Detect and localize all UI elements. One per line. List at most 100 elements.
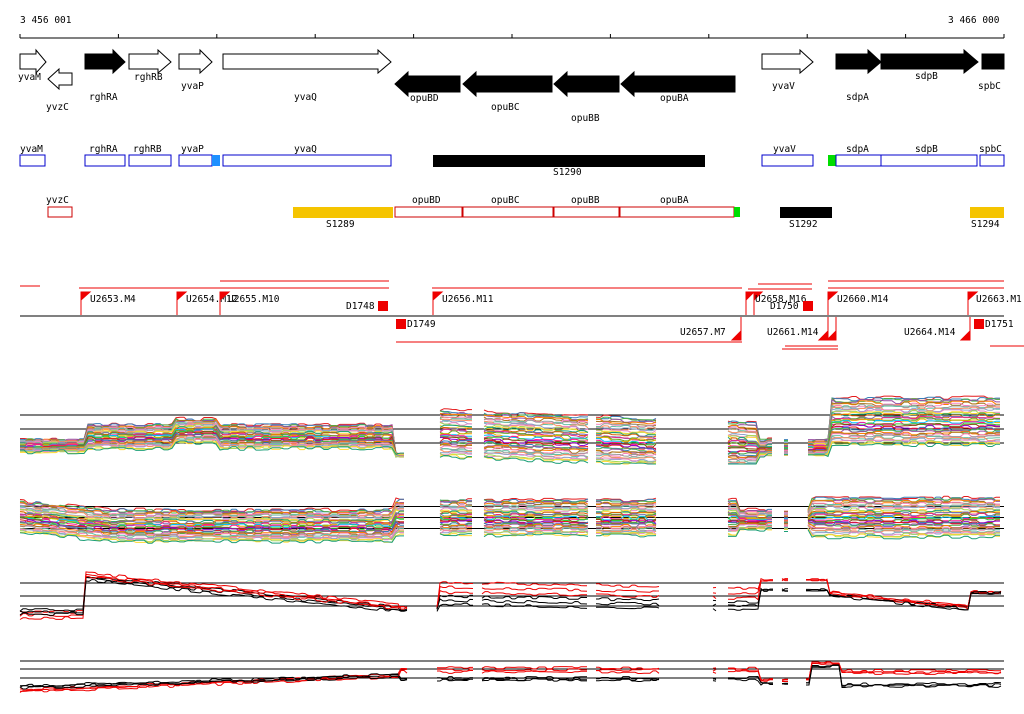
ruler-ticks [19,34,1005,38]
coordinate-ruler: 3 456 001 3 466 000 [19,15,1005,39]
feature-U2660-M14[interactable]: U2660.M14 [827,291,889,315]
gene-arrow-yvaV[interactable]: yvaV [761,48,814,92]
segment-label: S1292 [789,219,818,230]
cds-box-track: yvaM rghRA rghRB yvaP yvaQ S1290 yvaV [19,144,1005,178]
black-series-line [19,576,1001,614]
feature-label: U2655.M10 [228,294,280,305]
gene-arrow-yvaQ[interactable]: yvaQ [222,48,392,103]
utr-box-yvzC[interactable]: yvzC [46,195,73,218]
expression-panel-red-black-2 [19,660,1004,693]
red-series-line [19,575,1001,620]
black-series-line [19,664,1002,690]
feature-U2655-M10[interactable]: U2655.M10 [219,291,280,315]
gene-arrow-opuBC[interactable]: opuBC [462,70,553,113]
expression-series-line [20,434,1000,463]
utr-box-opuBA[interactable]: opuBA [619,195,740,218]
gene-arrow-opuBB[interactable]: opuBB [553,70,620,124]
transcript-feature-track: U2653.M4 U2654.M12 U2655.M10 D1748 U2656… [20,280,1024,350]
utr-label: opuBC [491,195,520,206]
gene-arrow-track: yvaM rghRA rghRB yvaP yvaQ yvaV sdpA sd [18,48,1005,124]
feature-U2656-M11[interactable]: U2656.M11 [432,291,494,315]
gene-label: spbC [978,81,1001,92]
segment-label: S1290 [553,167,582,178]
cds-box-yvaP[interactable]: yvaP [178,144,220,167]
expression-panel-multi-2 [19,495,1004,544]
gene-arrow-sdpB[interactable]: sdpB [880,48,979,82]
expression-panel-red-black-1 [19,571,1004,620]
green-marker [828,155,836,166]
expression-series-line [19,527,1000,544]
red-series-line [19,571,1002,614]
cds-label: yvaV [773,144,796,155]
segment-S1292[interactable]: S1292 [780,207,832,230]
feature-U2663-M1[interactable]: U2663.M1 [967,291,1022,315]
feature-label: U2661.M14 [767,327,819,338]
gene-arrow-yvaM[interactable]: yvaM [18,48,47,83]
feature-D1751[interactable]: D1751 [974,319,1014,330]
black-series-line [19,578,1001,616]
feature-D1749[interactable]: D1749 [396,319,436,330]
feature-U2654-M12[interactable]: U2654.M12 [176,291,237,315]
utr-label: opuBD [412,195,441,206]
segment-label: S1294 [971,219,1000,230]
gene-arrow-sdpA[interactable]: sdpA [835,48,882,103]
expression-series-line [19,522,1000,536]
feature-label: U2654.M12 [186,294,237,305]
segment-label: S1289 [326,219,355,230]
utr-box-opuBD[interactable]: opuBD [394,195,463,218]
feature-label: U2656.M11 [442,294,494,305]
feature-U2658-M16[interactable]: U2658.M16 [745,291,807,315]
cds-label: spbC [979,144,1002,155]
gene-arrow-opuBD[interactable]: opuBD [394,70,461,104]
gene-arrow-rghRB[interactable]: rghRB [128,48,172,83]
cds-box-yvaV[interactable]: yvaV [761,144,814,167]
feature-D1750[interactable]: D1750 [770,301,813,312]
ruler-start-label: 3 456 001 [20,15,72,26]
feature-label: D1748 [346,301,375,312]
feature-label: U2664.M14 [904,327,956,338]
cds-box-rghRA[interactable]: rghRA [84,144,126,167]
utr-box-opuBC[interactable]: opuBC [462,195,554,218]
feature-label: U2663.M1 [976,294,1022,305]
gene-arrow-yvzC[interactable]: yvzC [46,67,73,113]
gene-label: opuBB [571,113,600,124]
cds-label: sdpB [915,144,938,155]
cds-box-yvaQ[interactable]: yvaQ [222,144,392,167]
gene-label: sdpA [846,92,869,103]
gene-arrow-opuBA[interactable]: opuBA [620,70,736,104]
feature-U2664-M14[interactable]: U2664.M14 [904,317,971,341]
cds-box-spbC[interactable]: spbC [979,144,1005,167]
green-marker [734,207,740,217]
segment-S1294[interactable]: S1294 [970,207,1004,230]
feature-U2657-M7[interactable]: U2657.M7 [680,317,742,341]
segment-S1289[interactable]: S1289 [293,207,393,230]
cds-box-rghRB[interactable]: rghRB [128,144,172,167]
red-series-line [19,661,1001,692]
expression-series-line [19,508,1000,523]
gene-label: yvzC [46,102,69,113]
red-series-line [19,573,1002,617]
utr-box-opuBB[interactable]: opuBB [553,195,620,218]
feature-D1748[interactable]: D1748 [346,301,388,312]
cds-box-sdpB[interactable]: sdpB [880,144,978,167]
gene-label: sdpB [915,71,938,82]
segment-S1290[interactable]: S1290 [433,155,705,178]
utr-label: opuBB [571,195,600,206]
feature-label: U2653.M4 [90,294,136,305]
gene-label: yvaQ [294,92,317,103]
cds-label: yvaP [181,144,204,155]
feature-U2661-M14[interactable]: U2661.M14 [767,317,837,341]
gene-arrow-rghRA[interactable]: rghRA [84,48,126,103]
utr-label: yvzC [46,195,69,206]
expression-panel-multi-1 [20,395,1004,465]
cds-label: rghRA [89,144,118,155]
gene-label: opuBC [491,102,520,113]
feature-U2653-M4[interactable]: U2653.M4 [80,291,136,315]
gene-arrow-yvaP[interactable]: yvaP [178,48,213,92]
cds-label: yvaM [20,144,43,155]
gene-label: opuBA [660,93,689,104]
cds-box-yvaM[interactable]: yvaM [19,144,46,167]
cds-box-sdpA[interactable]: sdpA [828,144,882,167]
gene-arrow-spbC[interactable]: spbC [978,53,1005,92]
